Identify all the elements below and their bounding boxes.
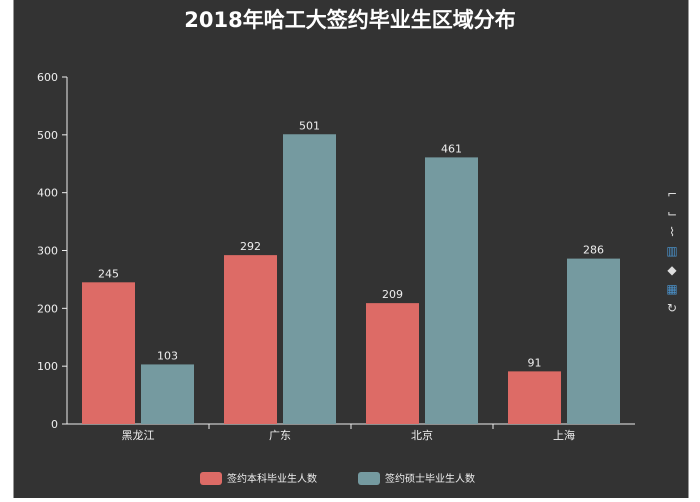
bar-value-label: 461 <box>441 142 462 155</box>
y-tick-label: 100 <box>37 360 58 373</box>
legend-item[interactable]: 签约本科毕业生人数 <box>200 472 317 485</box>
legend-item[interactable]: 签约硕士毕业生人数 <box>358 472 475 485</box>
y-tick-label: 300 <box>37 245 58 258</box>
y-tick-label: 200 <box>37 302 58 315</box>
bar-chart-icon[interactable]: ▥ <box>666 244 678 258</box>
bar[interactable] <box>508 371 561 424</box>
restore-icon[interactable]: ↻ <box>666 301 678 315</box>
stack-icon[interactable]: ◆ <box>667 263 677 277</box>
bar-value-label: 91 <box>528 356 542 369</box>
y-tick-label: 400 <box>37 187 58 200</box>
legend-label: 签约硕士毕业生人数 <box>385 472 475 485</box>
zoom-icon[interactable]: ⌐ <box>666 187 678 201</box>
toolbox: ⌐ ⌙ ⌇ ▥ ◆ ▦ ↻ <box>663 186 685 319</box>
y-tick-label: 0 <box>51 418 58 431</box>
tiled-icon[interactable]: ▦ <box>666 282 678 296</box>
bar-value-label: 286 <box>583 244 604 257</box>
bar[interactable] <box>425 157 478 424</box>
bar[interactable] <box>567 258 620 424</box>
bars: 245 103 292 501 209 461 91 286 <box>82 119 620 424</box>
x-tick-label: 黑龙江 <box>122 429 155 442</box>
x-tick-label: 北京 <box>411 428 433 442</box>
x-tick-label: 广东 <box>269 429 291 442</box>
y-tick-label: 500 <box>37 129 58 142</box>
zoom-reset-icon[interactable]: ⌙ <box>666 206 678 220</box>
bar[interactable] <box>283 134 336 424</box>
y-tick-label: 600 <box>37 71 58 84</box>
x-tick-label: 上海 <box>553 428 575 442</box>
bar[interactable] <box>141 364 194 424</box>
bar-value-label: 501 <box>299 119 320 132</box>
line-chart-icon[interactable]: ⌇ <box>669 225 675 239</box>
legend[interactable]: 签约本科毕业生人数 签约硕士毕业生人数 <box>200 472 475 485</box>
bar-value-label: 292 <box>240 240 261 253</box>
bar-value-label: 103 <box>157 349 178 362</box>
legend-swatch <box>200 472 222 485</box>
chart-title: 2018年哈工大签约毕业生区域分布 <box>184 8 515 32</box>
bar[interactable] <box>82 282 135 424</box>
bar[interactable] <box>366 303 419 424</box>
bar-value-label: 245 <box>98 267 119 280</box>
legend-swatch <box>358 472 380 485</box>
bar-value-label: 209 <box>382 288 403 301</box>
bar[interactable] <box>224 255 277 424</box>
legend-label: 签约本科毕业生人数 <box>227 472 317 485</box>
